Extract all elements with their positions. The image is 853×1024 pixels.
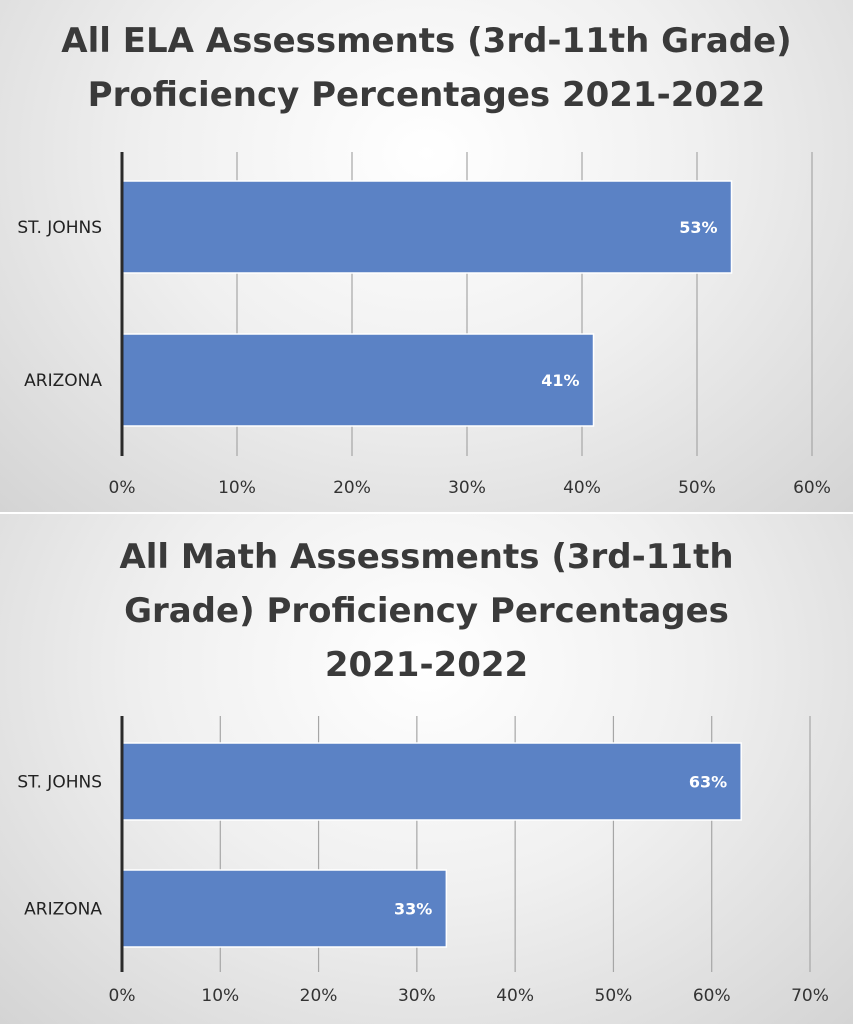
data-label: 33% (394, 900, 432, 919)
x-tick-label: 0% (109, 478, 136, 498)
category-label: ARIZONA (24, 371, 102, 391)
x-tick-label: 50% (595, 986, 633, 1006)
x-tick-label: 10% (218, 478, 256, 498)
data-label: 63% (689, 773, 727, 792)
math-chart-panel: All Math Assessments (3rd-11th Grade) Pr… (0, 514, 853, 1024)
bar (121, 869, 448, 948)
x-tick-label: 10% (201, 986, 239, 1006)
x-tick-label: 70% (791, 986, 829, 1006)
bar (121, 180, 733, 274)
category-label: ARIZONA (24, 900, 102, 920)
x-tick-label: 30% (398, 986, 436, 1006)
x-tick-label: 0% (109, 986, 136, 1006)
ela-bar-chart: 0% 10% 20% 30% 40% 50% 60% 53% ST. JOHNS 41% ARIZO… (17, 152, 831, 498)
chart-title: All ELA Assessments (3rd-11th Grade) Pro… (61, 21, 792, 115)
x-tick-label: 20% (333, 478, 371, 498)
panel-divider (0, 512, 853, 514)
ela-chart-panel: All ELA Assessments (3rd-11th Grade) Pro… (0, 0, 853, 512)
math-bar-chart: 0% 10% 20% 30% 40% 50% 60% 70% 63% ST. JOHNS 33% AR… (17, 716, 829, 1006)
x-tick-label: 40% (563, 478, 601, 498)
x-tick-label: 20% (300, 986, 338, 1006)
data-label: 53% (679, 218, 717, 237)
x-tick-label: 60% (693, 986, 731, 1006)
chart-title: All Math Assessments (3rd-11th Grade) Pr… (119, 537, 734, 685)
x-tick-label: 60% (793, 478, 831, 498)
category-label: ST. JOHNS (17, 218, 102, 238)
bar (121, 742, 742, 821)
x-tick-label: 30% (448, 478, 486, 498)
category-label: ST. JOHNS (17, 773, 102, 793)
data-label: 41% (541, 371, 579, 390)
x-tick-label: 50% (678, 478, 716, 498)
bar (121, 333, 595, 427)
x-tick-label: 40% (496, 986, 534, 1006)
